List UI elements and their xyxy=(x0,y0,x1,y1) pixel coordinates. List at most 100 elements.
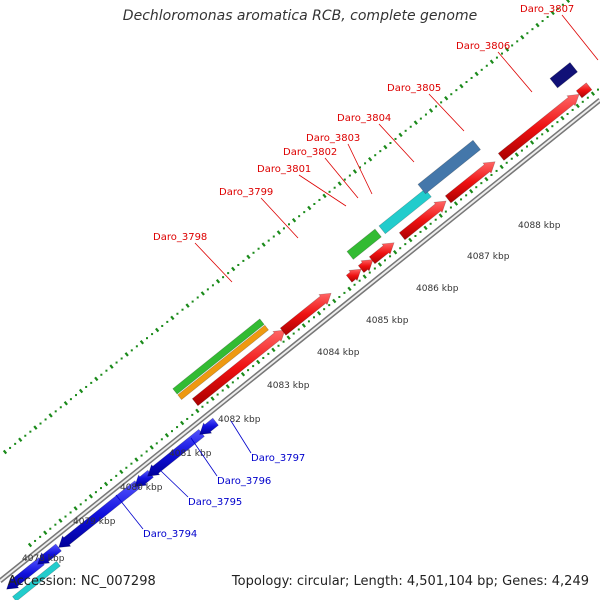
gene-daro-3794[interactable] xyxy=(6,557,45,590)
tick-dot xyxy=(110,478,113,481)
tick-mark xyxy=(337,181,342,186)
tick-dot xyxy=(303,211,306,214)
tick-dot xyxy=(237,263,240,266)
tick-dot xyxy=(297,328,300,331)
tick-dot xyxy=(170,430,173,433)
scale-ruler xyxy=(27,88,599,548)
scale-label: 4079 kbp xyxy=(73,517,116,527)
tick-mark xyxy=(210,396,215,401)
gene-daro-3799[interactable] xyxy=(279,292,332,336)
gene-daro-3802[interactable] xyxy=(357,259,374,274)
gene-daro-3797[interactable] xyxy=(147,428,205,477)
tick-dot xyxy=(444,210,447,213)
gene-label[interactable]: Daro_3806 xyxy=(456,41,510,52)
scale-label: 4078 kbp xyxy=(22,554,65,564)
tick-dot xyxy=(399,247,402,250)
tick-dot xyxy=(358,279,361,282)
tick-mark xyxy=(307,205,312,211)
tick-mark xyxy=(484,176,489,182)
track-daro-3805-steelblue[interactable] xyxy=(417,139,481,195)
tick-mark xyxy=(155,327,160,333)
tick-mark xyxy=(139,339,145,345)
tick-dot xyxy=(328,190,331,193)
gene-label[interactable]: Daro_3796 xyxy=(217,476,271,487)
tick-dot xyxy=(206,288,209,291)
gene-label[interactable]: Daro_3794 xyxy=(143,529,197,540)
tick-dot xyxy=(201,405,204,408)
gene-daro-3805[interactable] xyxy=(444,161,496,204)
track-daro-3798-green[interactable] xyxy=(172,318,265,395)
gene-daro-3794b[interactable] xyxy=(37,543,62,565)
tick-dot xyxy=(501,52,504,55)
gene-daro-3798[interactable] xyxy=(191,329,286,407)
scale-label: 4084 kbp xyxy=(317,348,360,358)
tick-mark xyxy=(103,481,109,487)
tick-dot xyxy=(333,186,336,189)
tick-mark xyxy=(504,47,510,52)
leader-line xyxy=(159,469,189,498)
gene-daro-3797b[interactable] xyxy=(199,417,219,435)
tick-mark xyxy=(444,96,449,101)
tick-dot xyxy=(450,93,453,96)
gene-label[interactable]: Daro_3803 xyxy=(306,133,360,144)
tick-dot xyxy=(298,215,301,218)
track-daro-3803-green[interactable] xyxy=(346,228,382,260)
track-daro-3807-navy[interactable] xyxy=(549,62,578,89)
tick-dot xyxy=(216,393,219,396)
tick-dot xyxy=(84,499,87,502)
tick-dot xyxy=(140,454,143,457)
gene-daro-3795[interactable] xyxy=(58,480,141,548)
gene-label[interactable]: Daro_3799 xyxy=(219,187,273,198)
tick-mark xyxy=(377,262,383,267)
tick-mark xyxy=(474,71,479,77)
tick-mark xyxy=(535,22,540,28)
tick-dot xyxy=(581,100,584,103)
gene-label[interactable]: Daro_3804 xyxy=(337,113,391,124)
gene-label[interactable]: Daro_3798 xyxy=(153,232,207,243)
tick-dot xyxy=(338,295,341,298)
tick-mark xyxy=(119,469,124,475)
gene-label[interactable]: Daro_3805 xyxy=(387,83,441,94)
gene-daro-3807[interactable] xyxy=(575,82,593,99)
tick-dot xyxy=(510,157,513,160)
tick-mark xyxy=(231,266,236,272)
tick-dot xyxy=(191,300,194,303)
tick-dot xyxy=(69,398,72,401)
tick-mark xyxy=(590,91,596,96)
tick-mark xyxy=(565,0,571,3)
tick-dot xyxy=(257,247,260,250)
leader-line xyxy=(561,14,599,61)
tick-dot xyxy=(267,239,270,242)
scale-label: 4085 kbp xyxy=(366,316,409,326)
tick-dot xyxy=(424,113,427,116)
tick-dot xyxy=(59,406,62,409)
tick-dot xyxy=(516,40,519,43)
gene-daro-3803[interactable] xyxy=(368,242,395,265)
track-daro-3798-orange[interactable] xyxy=(177,324,269,401)
tick-mark xyxy=(180,420,185,426)
tick-dot xyxy=(125,466,128,469)
tick-mark xyxy=(246,254,251,260)
tick-mark xyxy=(408,237,413,243)
scale-label: 4083 kbp xyxy=(267,381,310,391)
gene-label[interactable]: Daro_3797 xyxy=(251,453,305,464)
tick-mark xyxy=(286,335,291,340)
gene-daro-3801[interactable] xyxy=(345,268,362,283)
gene-label[interactable]: Daro_3801 xyxy=(257,164,311,175)
gene-label[interactable]: Daro_3802 xyxy=(283,147,337,158)
gene-label[interactable]: Daro_3795 xyxy=(188,497,242,508)
gene-label[interactable]: Daro_3807 xyxy=(520,4,574,15)
tick-dot xyxy=(490,173,493,176)
gene-daro-3806[interactable] xyxy=(497,93,580,161)
tick-dot xyxy=(596,88,599,91)
tick-dot xyxy=(236,377,239,380)
tick-mark xyxy=(301,323,306,328)
tick-mark xyxy=(550,10,555,16)
tick-dot xyxy=(307,320,310,323)
gene-daro-3804[interactable] xyxy=(398,200,447,241)
tick-mark xyxy=(43,530,48,536)
tick-dot xyxy=(267,352,270,355)
track-daro-3804-cyan[interactable] xyxy=(378,188,432,235)
tick-dot xyxy=(525,145,528,148)
tick-mark xyxy=(78,388,84,394)
